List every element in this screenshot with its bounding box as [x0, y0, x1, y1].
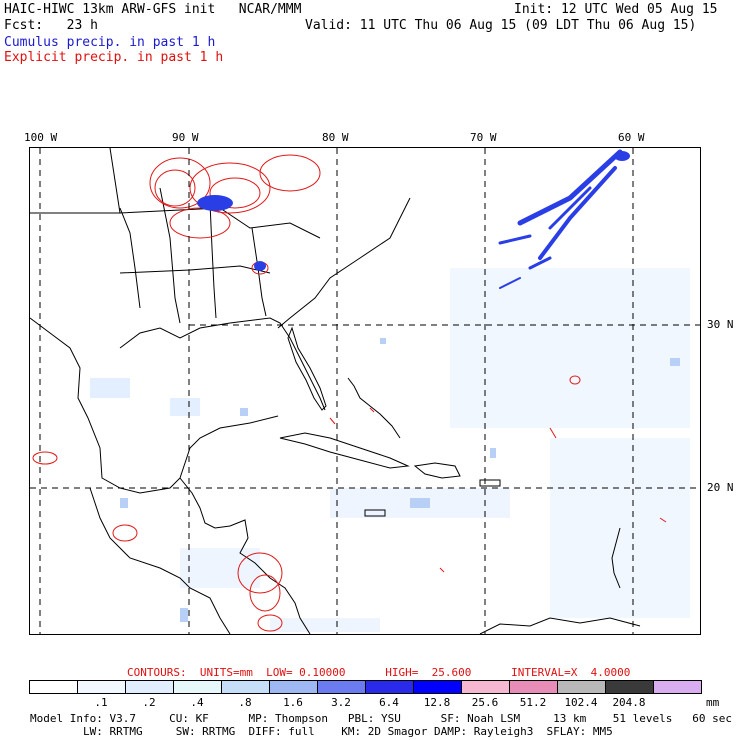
lon-label-100w: 100 W [24, 131, 58, 144]
colorbar-tick-label: .8 [238, 696, 252, 709]
colorbar-segment [77, 680, 126, 694]
colorbar-tick-label: .1 [94, 696, 108, 709]
lon-label-70w: 70 W [470, 131, 497, 144]
colorbar-segment [413, 680, 462, 694]
footer-physics-info: LW: RRTMG SW: RRTMG DIFF: full KM: 2D Sm… [30, 725, 613, 738]
colorbar [29, 680, 702, 694]
colorbar-tick-label: 204.8 [612, 696, 646, 709]
coastlines [29, 147, 641, 635]
contours-info: CONTOURS: UNITS=mm LOW= 0.10000 HIGH= 25… [127, 666, 631, 679]
colorbar-segment [653, 680, 702, 694]
colorbar-segment [461, 680, 510, 694]
colorbar-segment [125, 680, 174, 694]
cumulus-precip-core [197, 151, 630, 271]
lon-label-60w: 60 W [618, 131, 645, 144]
colorbar-tick-label: 12.8 [423, 696, 451, 709]
atlantic-cumulus-band [498, 149, 623, 289]
lat-lon-grid [30, 148, 700, 634]
colorbar-segment [557, 680, 606, 694]
lon-label-80w: 80 W [322, 131, 349, 144]
lat-label-20n: 20 N [707, 481, 734, 494]
lat-label-30n: 30 N [707, 318, 734, 331]
header-init-time: Init: 12 UTC Wed 05 Aug 15 [514, 2, 718, 17]
colorbar-tick-label: 1.6 [283, 696, 303, 709]
colorbar-tick-label: 3.2 [331, 696, 351, 709]
colorbar-segment [173, 680, 222, 694]
header-valid-time: Valid: 11 UTC Thu 06 Aug 15 (09 LDT Thu … [305, 18, 697, 33]
map-svg [29, 147, 700, 635]
colorbar-segment [317, 680, 366, 694]
colorbar-tick-label: .2 [142, 696, 156, 709]
footer-model-info: Model Info: V3.7 CU: KF MP: Thompson PBL… [30, 712, 732, 725]
colorbar-tick-label: 25.6 [471, 696, 499, 709]
colorbar-segment [605, 680, 654, 694]
colorbar-segment [365, 680, 414, 694]
colorbar-tick-label: 102.4 [564, 696, 598, 709]
colorbar-segment [221, 680, 270, 694]
colorbar-segment [29, 680, 78, 694]
header-forecast-hour: Fcst: 23 h [4, 18, 98, 33]
map-panel [29, 147, 701, 635]
colorbar-segment [509, 680, 558, 694]
legend-explicit-precip: Explicit precip. in past 1 h [4, 50, 224, 65]
colorbar-segment [269, 680, 318, 694]
colorbar-tick-label: .4 [190, 696, 204, 709]
legend-cumulus-precip: Cumulus precip. in past 1 h [4, 35, 216, 50]
colorbar-unit: mm [706, 696, 720, 709]
explicit-precip-contours [32, 154, 667, 632]
colorbar-tick-label: 6.4 [379, 696, 399, 709]
lon-label-90w: 90 W [172, 131, 199, 144]
moderate-precip-specks [120, 338, 680, 622]
light-precip-areas [90, 268, 690, 632]
colorbar-tick-label: 51.2 [519, 696, 547, 709]
header-title: HAIC-HIWC 13km ARW-GFS init NCAR/MMM [4, 2, 302, 17]
